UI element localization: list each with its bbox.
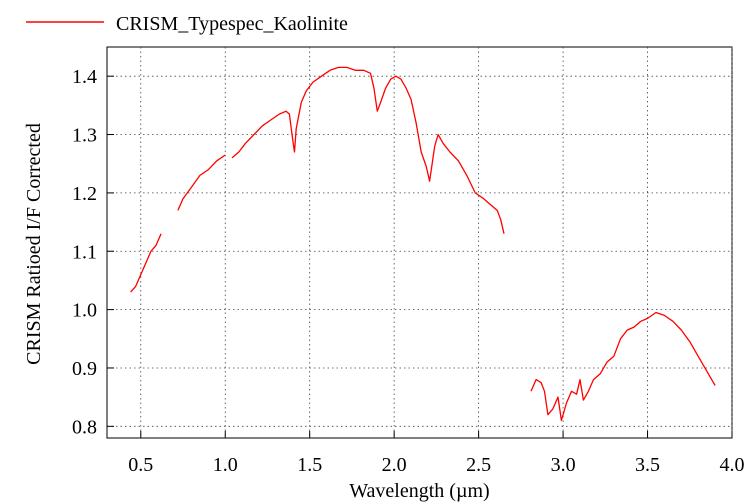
x-axis-title: Wavelength (µm) <box>349 480 489 502</box>
grid-layer <box>107 47 733 438</box>
x-tick-label: 2.0 <box>382 454 407 476</box>
x-tick-label: 3.5 <box>635 454 660 476</box>
series-line-segment <box>177 154 226 211</box>
y-tick-label: 0.8 <box>72 416 97 438</box>
x-tick-label: 4.0 <box>720 454 745 476</box>
series-line-segment <box>130 233 162 293</box>
x-tick-label: 1.0 <box>213 454 238 476</box>
legend-label: CRISM_Typespec_Kaolinite <box>116 13 348 35</box>
x-tick-label: 3.0 <box>551 454 576 476</box>
x-tick-label: 1.5 <box>297 454 322 476</box>
x-tick-label: 0.5 <box>128 454 153 476</box>
y-tick-label: 0.9 <box>72 358 97 380</box>
y-axis-title: CRISM Ratioed I/F Corrected <box>23 123 45 365</box>
x-tick-label: 2.5 <box>466 454 491 476</box>
y-tick-label: 1.3 <box>72 125 97 147</box>
tick-layer: 0.5 1.0 1.5 2.0 2.5 3.0 3.5 4.0 0.8 0.9 1.0 1.1 1.2 1… <box>72 66 745 476</box>
series-line-segment <box>231 66 505 234</box>
y-tick-label: 1.4 <box>72 66 97 88</box>
y-tick-label: 1.0 <box>72 300 97 322</box>
series-line-segment <box>530 311 716 422</box>
y-tick-label: 1.1 <box>72 241 97 263</box>
plot-frame <box>106 46 733 439</box>
y-tick-label: 1.2 <box>72 183 97 205</box>
series-layer <box>130 66 716 422</box>
